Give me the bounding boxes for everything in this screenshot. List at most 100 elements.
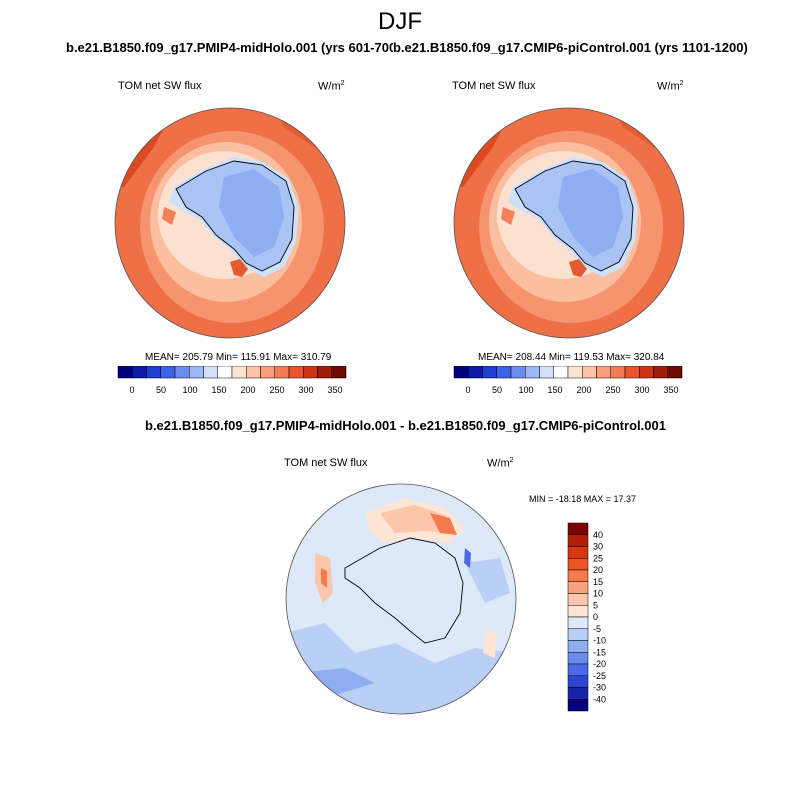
colorbar-swatch bbox=[567, 628, 589, 641]
colorbar-swatch bbox=[567, 687, 589, 700]
colorbar-tick-label: 10 bbox=[593, 589, 603, 599]
panel-1-stats: MEAN= 205.79 Min= 115.91 Max= 310.79 bbox=[145, 352, 332, 363]
colorbar-tick-label: 0 bbox=[129, 385, 134, 395]
colorbar-tick-label: 100 bbox=[518, 385, 533, 395]
colorbar-tick-label: 50 bbox=[156, 385, 166, 395]
colorbar-swatch bbox=[567, 675, 589, 688]
diff-polar-map bbox=[285, 483, 517, 715]
colorbar-swatch bbox=[539, 366, 554, 379]
panel-2-title: b.e21.B1850.f09_g17.CMIP6-piControl.001 … bbox=[393, 40, 748, 55]
colorbar-swatch bbox=[667, 366, 683, 379]
colorbar-swatch bbox=[610, 366, 626, 379]
colorbar-swatch bbox=[567, 663, 589, 676]
colorbar-swatch bbox=[582, 366, 597, 379]
colorbar-tick-label: 100 bbox=[182, 385, 197, 395]
colorbar-swatch bbox=[482, 366, 497, 379]
panel-1-polar-map bbox=[114, 107, 346, 339]
interior-low-flux bbox=[219, 169, 284, 257]
panel-2-stats: MEAN= 208.44 Min= 119.53 Max= 320.84 bbox=[478, 352, 665, 363]
colorbar-swatch bbox=[567, 581, 589, 594]
colorbar-tick-label: 25 bbox=[593, 553, 603, 563]
colorbar-swatch bbox=[567, 605, 589, 618]
colorbar-swatch bbox=[567, 558, 589, 571]
colorbar-swatch bbox=[189, 366, 204, 379]
ice-sheet-outline bbox=[344, 537, 464, 644]
colorbar-tick-label: 200 bbox=[576, 385, 591, 395]
panel-2-units-label: W/m2 bbox=[657, 80, 684, 93]
colorbar-tick-label: 15 bbox=[593, 577, 603, 587]
colorbar-swatch bbox=[567, 534, 589, 547]
colorbar-swatch bbox=[453, 366, 469, 379]
panel-1-units-label: W/m2 bbox=[318, 80, 345, 93]
colorbar-tick-label: -20 bbox=[593, 659, 606, 669]
colorbar-swatch bbox=[331, 366, 347, 379]
colorbar-swatch bbox=[117, 366, 133, 379]
colorbar-swatch bbox=[203, 366, 218, 379]
colorbar-swatch bbox=[217, 366, 233, 379]
colorbar-swatch bbox=[174, 366, 190, 379]
colorbar-tick-label: 150 bbox=[547, 385, 562, 395]
colorbar-swatch bbox=[567, 546, 589, 559]
colorbar-swatch bbox=[567, 366, 583, 379]
colorbar-tick-label: -5 bbox=[593, 624, 601, 634]
colorbar-tick-label: 200 bbox=[240, 385, 255, 395]
diff-variable-label: TOM net SW flux bbox=[284, 457, 368, 469]
colorbar-swatch bbox=[468, 366, 483, 379]
colorbar-swatch bbox=[160, 366, 176, 379]
colorbar-swatch bbox=[246, 366, 261, 379]
colorbar-swatch bbox=[132, 366, 147, 379]
colorbar-swatch bbox=[653, 366, 668, 379]
colorbar-tick-label: 350 bbox=[663, 385, 678, 395]
panel-1-variable-label: TOM net SW flux bbox=[118, 80, 202, 92]
colorbar-swatch bbox=[639, 366, 654, 379]
colorbar-tick-label: 250 bbox=[605, 385, 620, 395]
colorbar-swatch bbox=[525, 366, 540, 379]
colorbar-swatch bbox=[567, 569, 589, 582]
colorbar-swatch bbox=[510, 366, 526, 379]
colorbar-swatch bbox=[260, 366, 275, 379]
colorbar-swatch bbox=[624, 366, 640, 379]
colorbar-swatch bbox=[567, 640, 589, 653]
colorbar-tick-label: 250 bbox=[269, 385, 284, 395]
colorbar-tick-label: -10 bbox=[593, 636, 606, 646]
colorbar-swatch bbox=[567, 652, 589, 665]
colorbar-tick-label: 20 bbox=[593, 565, 603, 575]
colorbar-tick-label: 150 bbox=[211, 385, 226, 395]
diff-title: b.e21.B1850.f09_g17.PMIP4-midHolo.001 - … bbox=[145, 418, 666, 433]
colorbar-tick-label: 0 bbox=[593, 612, 598, 622]
colorbar-swatch bbox=[274, 366, 290, 379]
colorbar-swatch bbox=[567, 616, 589, 629]
colorbar-swatch bbox=[303, 366, 318, 379]
colorbar-tick-label: -40 bbox=[593, 694, 606, 704]
colorbar-tick-label: -25 bbox=[593, 671, 606, 681]
main-title: DJF bbox=[378, 8, 422, 35]
colorbar-tick-label: 350 bbox=[327, 385, 342, 395]
colorbar-swatch bbox=[496, 366, 512, 379]
colorbar-tick-label: 0 bbox=[465, 385, 470, 395]
colorbar-tick-label: 40 bbox=[593, 530, 603, 540]
colorbar-swatch bbox=[317, 366, 332, 379]
colorbar-swatch bbox=[567, 522, 589, 535]
colorbar-swatch bbox=[288, 366, 304, 379]
interior-low-flux bbox=[558, 169, 623, 257]
colorbar-swatch bbox=[567, 699, 589, 712]
colorbar-swatch bbox=[553, 366, 569, 379]
panel-2-polar-map bbox=[453, 107, 685, 339]
colorbar-tick-label: 50 bbox=[492, 385, 502, 395]
colorbar-tick-label: -15 bbox=[593, 647, 606, 657]
panel-2-colorbar: 0 50 100 150 200 250 300 350 bbox=[453, 366, 683, 395]
colorbar-swatch bbox=[596, 366, 611, 379]
panel-2-variable-label: TOM net SW flux bbox=[452, 80, 536, 92]
colorbar-tick-label: 30 bbox=[593, 542, 603, 552]
colorbar-tick-label: 300 bbox=[298, 385, 313, 395]
colorbar-tick-label: 300 bbox=[634, 385, 649, 395]
colorbar-swatch bbox=[146, 366, 161, 379]
diff-stats: MIN = -18.18 MAX = 17.37 bbox=[529, 494, 637, 504]
diff-units-label: W/m2 bbox=[487, 457, 514, 470]
panel-1-colorbar: 0 50 100 150 200 250 300 350 bbox=[117, 366, 347, 395]
colorbar-tick-label: -30 bbox=[593, 683, 606, 693]
colorbar-swatch bbox=[231, 366, 247, 379]
panel-1-title: b.e21.B1850.f09_g17.PMIP4-midHolo.001 (y… bbox=[66, 40, 401, 55]
colorbar-swatch bbox=[567, 593, 589, 606]
